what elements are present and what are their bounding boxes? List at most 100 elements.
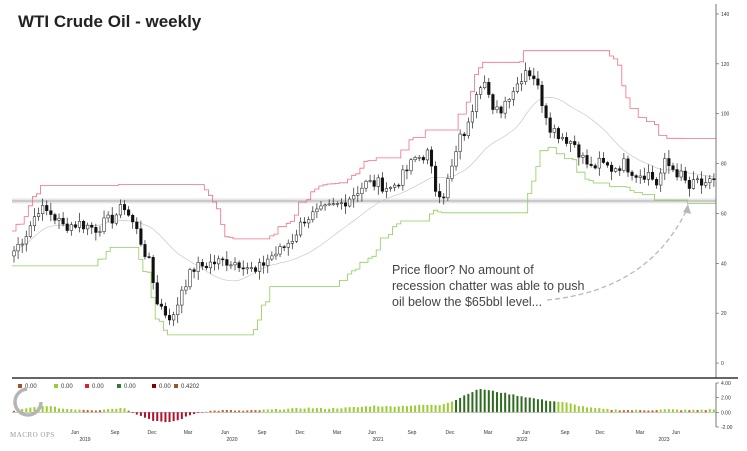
osc-bar: [594, 408, 597, 413]
y-tick-label: 120: [721, 62, 730, 68]
candle-body: [425, 149, 429, 161]
candle-body: [528, 70, 532, 77]
osc-bar: [82, 409, 85, 413]
osc-bar: [610, 409, 613, 413]
candle-body: [163, 306, 167, 316]
osc-bar: [344, 407, 347, 413]
osc-bar: [631, 410, 634, 413]
candle-body: [458, 133, 462, 152]
osc-bar: [393, 406, 396, 413]
osc-bar: [234, 410, 237, 413]
candle-body: [213, 261, 217, 265]
osc-bar: [389, 406, 392, 413]
osc-bar: [528, 397, 531, 413]
candle-body: [270, 255, 274, 260]
x-tick-label: Jun: [368, 430, 376, 436]
osc-bar: [13, 410, 15, 413]
candle-body: [323, 204, 327, 207]
osc-bar: [352, 407, 355, 413]
osc-bar: [455, 399, 458, 413]
candle-body: [90, 224, 94, 228]
osc-bar: [168, 412, 171, 422]
osc-bar: [315, 408, 318, 413]
legend-swatch: [54, 384, 58, 388]
osc-bar: [172, 412, 175, 422]
osc-bar: [131, 412, 134, 413]
osc-bar: [348, 407, 351, 413]
osc-bar: [176, 412, 179, 421]
osc-bar: [221, 409, 224, 413]
osc-bar: [508, 394, 511, 413]
x-tick-label: Dec: [148, 430, 157, 436]
osc-bar: [58, 408, 61, 413]
osc-bar: [135, 412, 138, 415]
candle-body: [614, 168, 618, 172]
osc-bar: [602, 408, 605, 413]
annotation-arrow-line: [546, 206, 689, 301]
osc-bar: [712, 409, 715, 413]
candle-body: [360, 187, 364, 194]
candle-body: [12, 250, 16, 257]
x-tick-label: Mar: [484, 430, 493, 436]
candle-body: [450, 165, 454, 179]
watermark-text: MACRO OPS: [10, 431, 55, 439]
candle-body: [667, 158, 671, 166]
x-tick-label: Jun: [71, 430, 79, 436]
osc-bar: [647, 410, 650, 413]
candle-body: [286, 243, 290, 248]
candle-body: [204, 265, 208, 269]
osc-bar: [577, 406, 580, 413]
candle-body: [605, 162, 610, 166]
oscillator-panel: -2.00 0.00 2.00 4.00: [12, 381, 733, 431]
osc-bar: [70, 409, 73, 413]
candle-body: [229, 264, 233, 267]
candle-body: [159, 303, 163, 307]
candle-body: [679, 170, 683, 178]
candle-body: [73, 224, 77, 228]
osc-bar: [397, 406, 400, 413]
osc-bar: [410, 405, 413, 413]
osc-bar: [586, 407, 589, 413]
osc-bar: [381, 406, 384, 413]
osc-bar: [258, 410, 261, 413]
support-band: [12, 198, 716, 204]
osc-bar: [438, 405, 441, 413]
candle-body: [642, 175, 646, 180]
candle-body: [319, 205, 323, 210]
osc-bar: [606, 408, 609, 413]
legend-value: 0.00: [61, 384, 73, 390]
candle-body: [585, 155, 589, 165]
osc-bar: [676, 409, 679, 413]
x-tick-label: Mar: [184, 430, 193, 436]
candle-body: [552, 128, 556, 133]
candle-body: [139, 228, 143, 245]
candle-body: [339, 202, 343, 205]
candle-body: [524, 70, 528, 82]
candle-body: [147, 256, 151, 258]
candle-body: [253, 267, 258, 272]
osc-bar: [635, 409, 638, 413]
osc-bar: [209, 410, 212, 413]
osc-bar: [205, 411, 208, 413]
x-tick-label: Sep: [111, 430, 120, 436]
candle-body: [61, 217, 65, 225]
candle-body: [102, 217, 106, 232]
candle-body: [434, 165, 438, 192]
candle-body: [536, 78, 540, 86]
osc-bar: [373, 405, 376, 413]
candle-body: [495, 106, 499, 110]
osc-bar: [336, 408, 339, 413]
osc-bar: [86, 410, 89, 413]
candle-body: [278, 246, 282, 255]
candle-body: [650, 172, 655, 180]
candle-body: [380, 177, 384, 192]
osc-bar: [270, 409, 273, 413]
osc-bar: [332, 407, 335, 413]
candle-body: [311, 211, 315, 220]
candle-body: [442, 196, 446, 199]
osc-bar: [78, 409, 81, 413]
candle-body: [155, 282, 159, 305]
candle-body: [241, 267, 245, 270]
osc-bar: [446, 402, 449, 413]
candle-body: [20, 243, 24, 246]
